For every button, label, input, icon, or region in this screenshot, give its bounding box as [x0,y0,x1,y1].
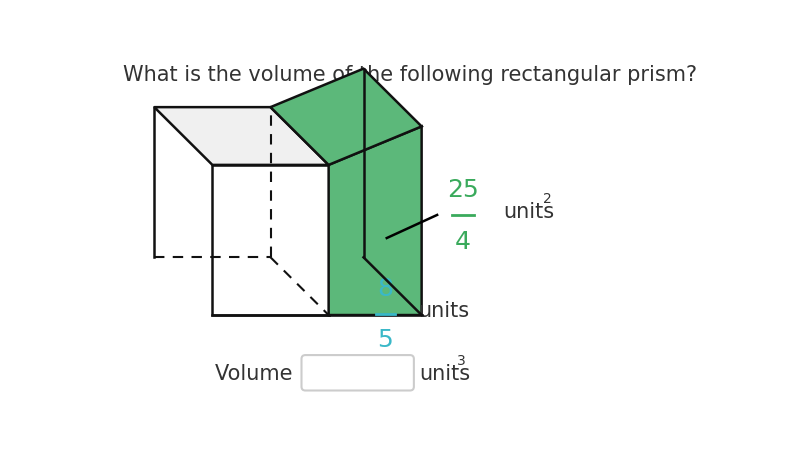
Text: 4: 4 [454,229,470,253]
Text: What is the volume of the following rectangular prism?: What is the volume of the following rect… [123,65,697,85]
Text: units: units [503,202,554,221]
Polygon shape [270,69,422,166]
Text: 3: 3 [457,354,466,368]
Text: 2: 2 [543,192,552,206]
Polygon shape [154,108,329,166]
Text: 8: 8 [378,276,394,300]
Text: 5: 5 [378,327,393,352]
Text: Volume =: Volume = [214,363,317,383]
Text: 25: 25 [447,178,478,202]
Text: units: units [418,300,469,320]
FancyBboxPatch shape [302,355,414,391]
Text: units: units [419,363,470,383]
Polygon shape [212,166,329,315]
Polygon shape [329,127,422,315]
